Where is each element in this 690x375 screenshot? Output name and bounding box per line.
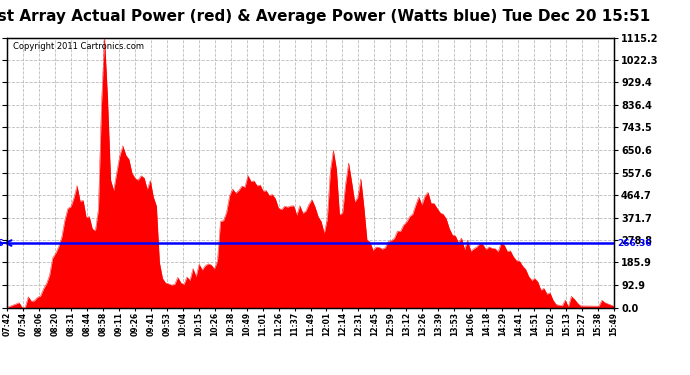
Text: West Array Actual Power (red) & Average Power (Watts blue) Tue Dec 20 15:51: West Array Actual Power (red) & Average … [0, 9, 650, 24]
Text: 266.36: 266.36 [0, 238, 4, 248]
Text: 266.36: 266.36 [0, 238, 2, 248]
Text: 266.36: 266.36 [617, 238, 652, 248]
Text: Copyright 2011 Cartronics.com: Copyright 2011 Cartronics.com [13, 42, 144, 51]
